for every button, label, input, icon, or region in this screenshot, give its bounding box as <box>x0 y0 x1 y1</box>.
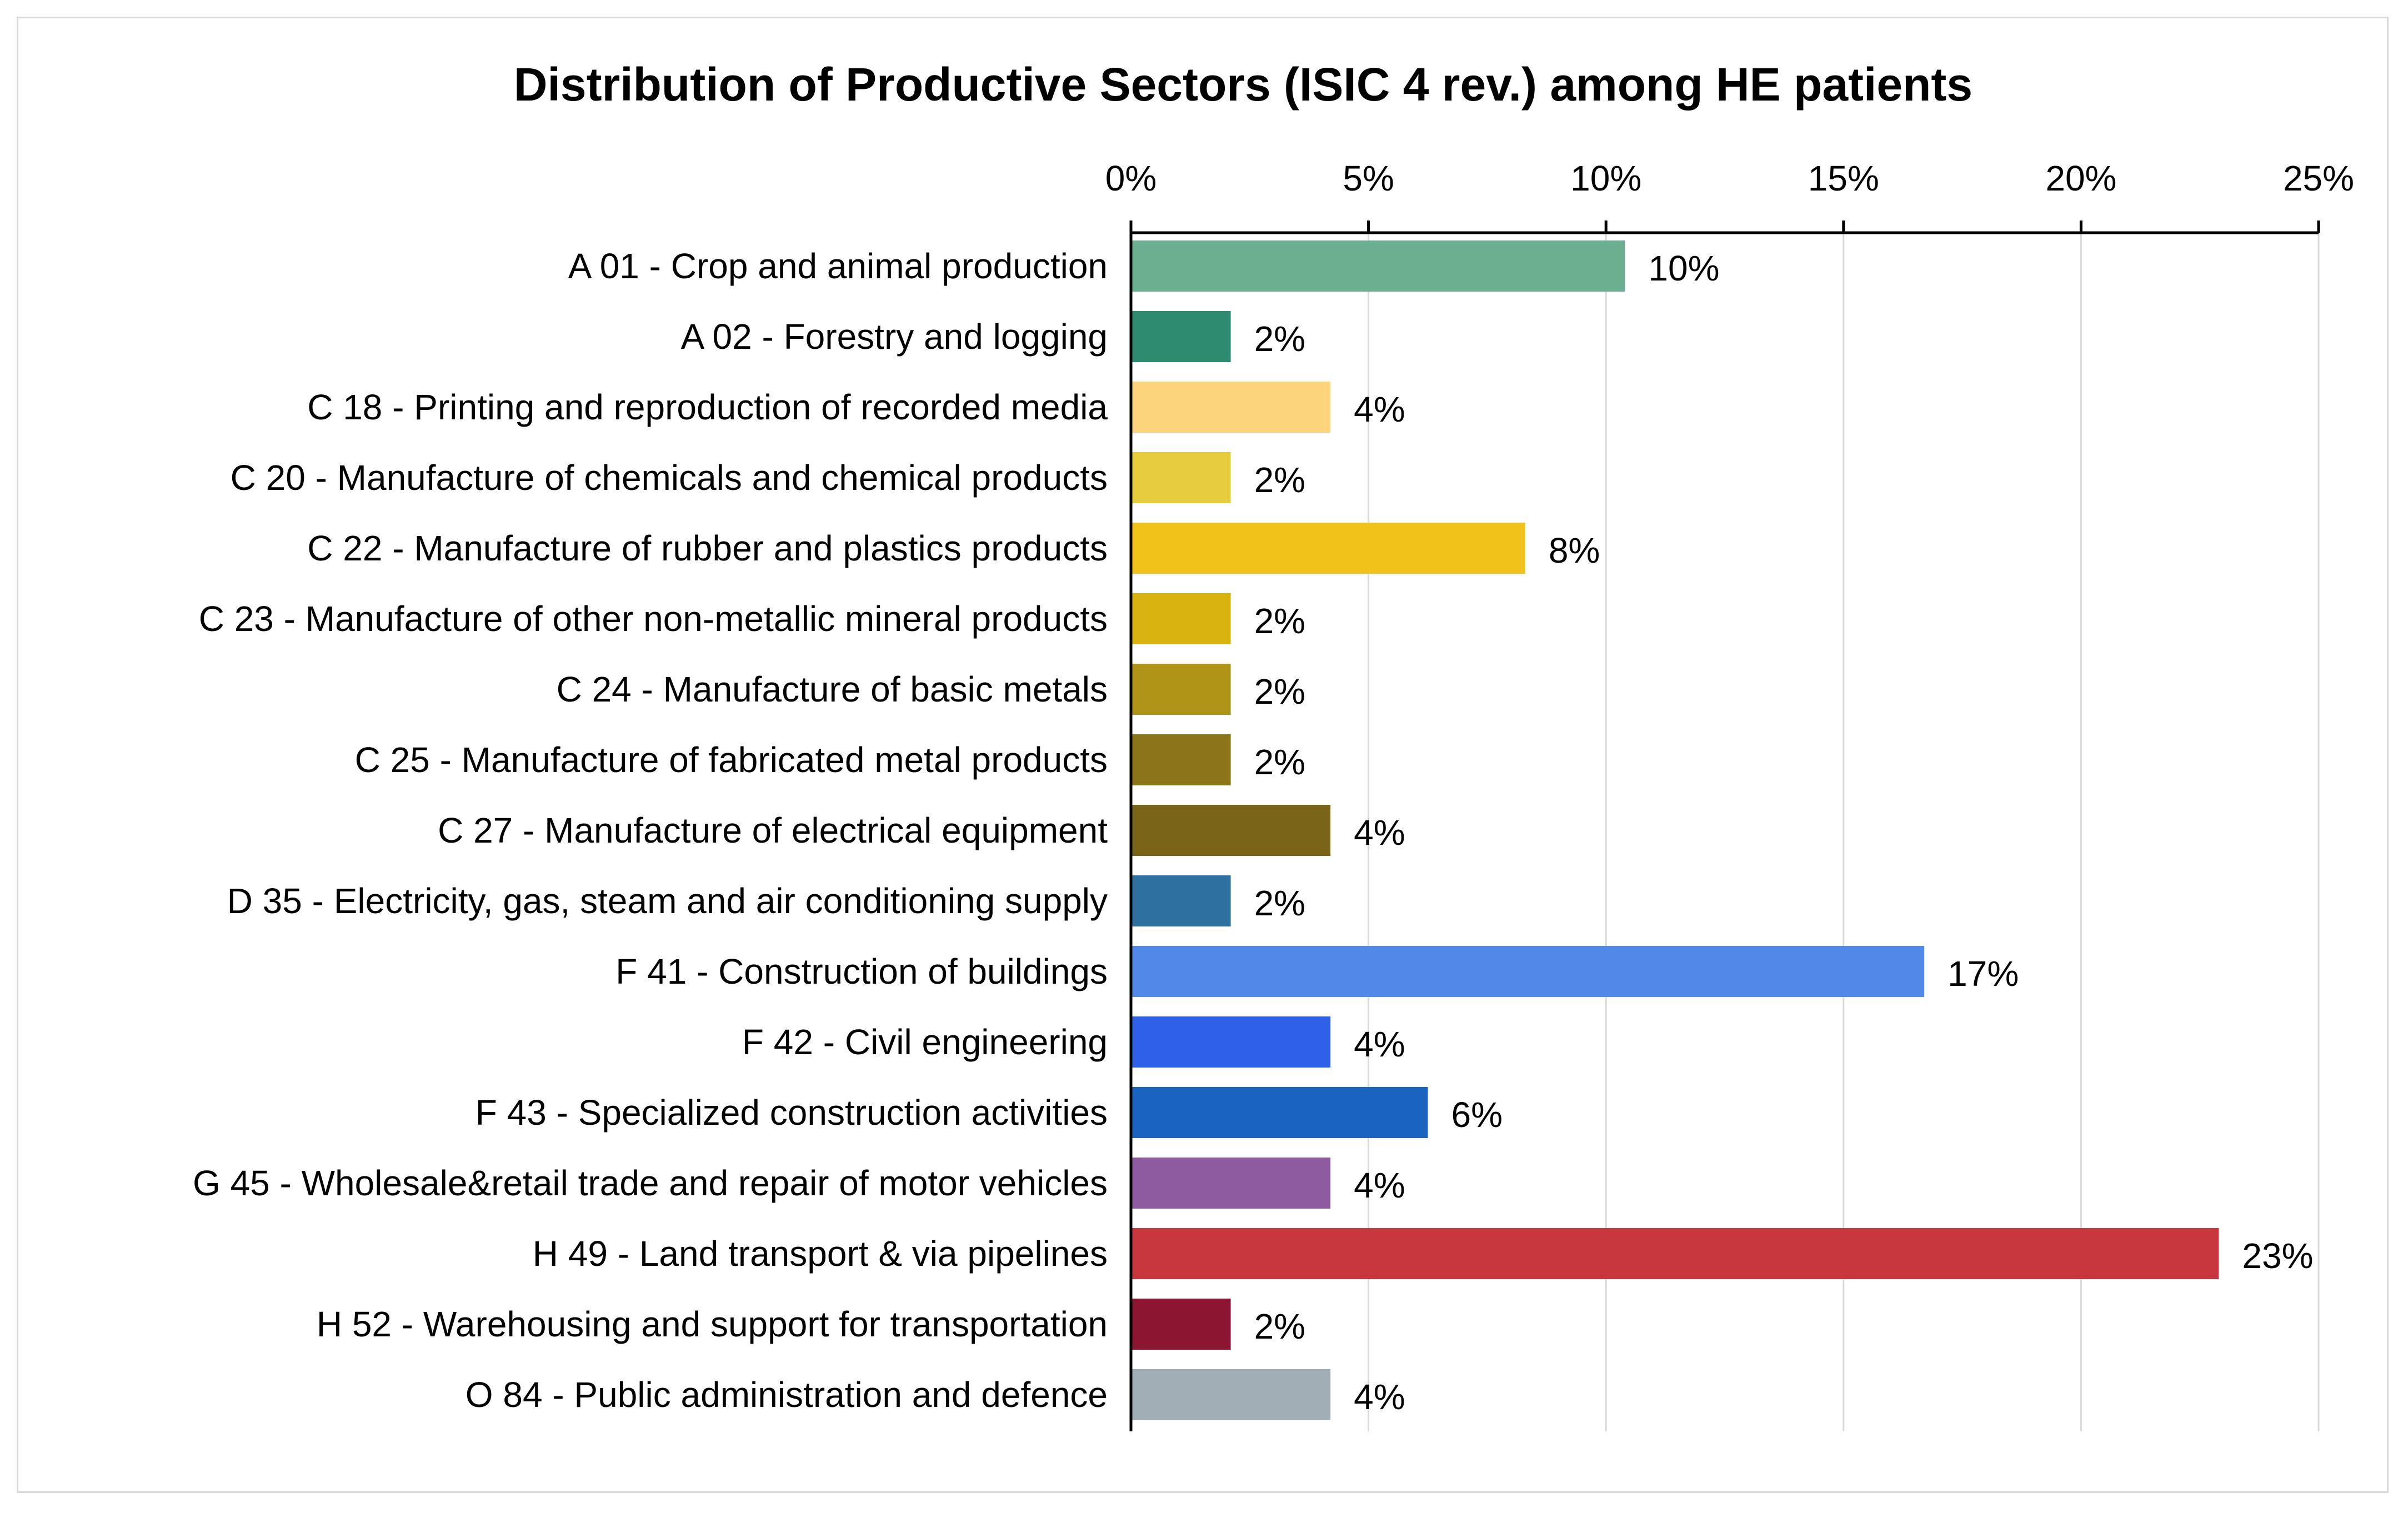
category-label: F 42 - Civil engineering <box>742 1022 1108 1062</box>
category-label: C 23 - Manufacture of other non-metallic… <box>199 599 1108 639</box>
data-label: 2% <box>1254 601 1306 641</box>
bars <box>1131 241 2219 1420</box>
x-tick-label: 15% <box>1808 158 1879 198</box>
x-tick-label: 10% <box>1570 158 1641 198</box>
data-label: 17% <box>1948 954 2019 994</box>
category-label: O 84 - Public administration and defence <box>465 1375 1108 1415</box>
data-label: 4% <box>1354 389 1405 429</box>
category-label: C 25 - Manufacture of fabricated metal p… <box>355 740 1108 780</box>
bar <box>1131 664 1231 715</box>
bar <box>1131 1016 1331 1068</box>
chart-title: Distribution of Productive Sectors (ISIC… <box>514 58 1973 111</box>
x-tick-label: 0% <box>1105 158 1157 198</box>
bar <box>1131 875 1231 926</box>
data-label: 4% <box>1354 1165 1405 1205</box>
bar <box>1131 946 1925 997</box>
category-label: F 43 - Specialized construction activiti… <box>475 1093 1108 1133</box>
bar <box>1131 452 1231 503</box>
bar <box>1131 523 1525 574</box>
category-label: C 18 - Printing and reproduction of reco… <box>307 387 1108 427</box>
category-label: C 22 - Manufacture of rubber and plastic… <box>307 528 1108 568</box>
bar <box>1131 1369 1331 1420</box>
bar <box>1131 1087 1428 1138</box>
category-label: A 01 - Crop and animal production <box>568 246 1108 286</box>
bar <box>1131 734 1231 785</box>
bar <box>1131 311 1231 362</box>
value-labels: 10% 2% 4% 2% 8% 2% 2% 2% 4% 2% 17% 4% 6% 4% 23% 2% 4% <box>1254 248 2314 1417</box>
data-label: 2% <box>1254 319 1306 359</box>
category-label: H 52 - Warehousing and support for trans… <box>317 1304 1108 1344</box>
data-label: 8% <box>1549 530 1600 570</box>
data-label: 2% <box>1254 742 1306 782</box>
data-label: 23% <box>2242 1236 2313 1276</box>
data-label: 2% <box>1254 1306 1306 1346</box>
chart-frame: Distribution of Productive Sectors (ISIC… <box>17 17 2389 1493</box>
bar <box>1131 241 1625 292</box>
data-label: 2% <box>1254 883 1306 923</box>
bar <box>1131 382 1331 433</box>
bar-chart: Distribution of Productive Sectors (ISIC… <box>193 58 2354 1431</box>
data-label: 2% <box>1254 672 1306 712</box>
data-label: 6% <box>1451 1095 1503 1135</box>
x-tick-label: 5% <box>1343 158 1394 198</box>
category-label: H 49 - Land transport & via pipelines <box>533 1234 1108 1274</box>
data-label: 4% <box>1354 813 1405 853</box>
category-label: D 35 - Electricity, gas, steam and air c… <box>227 881 1108 921</box>
category-labels: A 01 - Crop and animal production A 02 - … <box>193 246 1108 1415</box>
x-tick-label: 20% <box>2045 158 2116 198</box>
x-tick-label: 25% <box>2283 158 2354 198</box>
data-label: 4% <box>1354 1024 1405 1064</box>
category-label: C 27 - Manufacture of electrical equipme… <box>438 810 1108 850</box>
data-label: 4% <box>1354 1377 1405 1417</box>
category-label: A 02 - Forestry and logging <box>681 317 1108 357</box>
axes <box>1129 231 2319 1431</box>
bar <box>1131 593 1231 644</box>
category-label: F 41 - Construction of buildings <box>615 951 1108 991</box>
x-axis-ticks: 0% 5% 10% 15% 20% 25% <box>1105 158 2354 233</box>
bar <box>1131 1299 1231 1350</box>
bar <box>1131 805 1331 856</box>
bar <box>1131 1158 1331 1209</box>
data-label: 2% <box>1254 460 1306 500</box>
bar <box>1131 1228 2219 1279</box>
data-label: 10% <box>1648 248 1719 288</box>
category-label: G 45 - Wholesale&retail trade and repair… <box>193 1163 1108 1203</box>
category-label: C 24 - Manufacture of basic metals <box>557 669 1108 709</box>
category-label: C 20 - Manufacture of chemicals and chem… <box>231 458 1108 498</box>
